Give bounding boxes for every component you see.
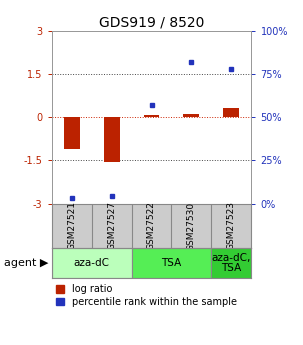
Text: GSM27530: GSM27530 [187, 201, 196, 250]
Bar [104, 117, 119, 162]
Bar [64, 117, 79, 149]
Text: GSM27522: GSM27522 [147, 201, 156, 250]
Bar [184, 114, 199, 117]
Legend: log ratio, percentile rank within the sample: log ratio, percentile rank within the sa… [56, 284, 237, 307]
Text: GSM27521: GSM27521 [67, 201, 76, 250]
Bar [224, 108, 239, 117]
Text: GSM27523: GSM27523 [227, 201, 236, 250]
Bar [211, 248, 251, 278]
Text: agent ▶: agent ▶ [4, 258, 48, 268]
Text: TSA: TSA [161, 258, 181, 268]
Bar [132, 248, 211, 278]
Text: aza-dC,
TSA: aza-dC, TSA [212, 253, 251, 274]
Title: GDS919 / 8520: GDS919 / 8520 [99, 16, 204, 30]
Text: GSM27527: GSM27527 [107, 201, 116, 250]
Bar [144, 115, 159, 117]
Text: aza-dC: aza-dC [74, 258, 109, 268]
Bar [52, 248, 132, 278]
